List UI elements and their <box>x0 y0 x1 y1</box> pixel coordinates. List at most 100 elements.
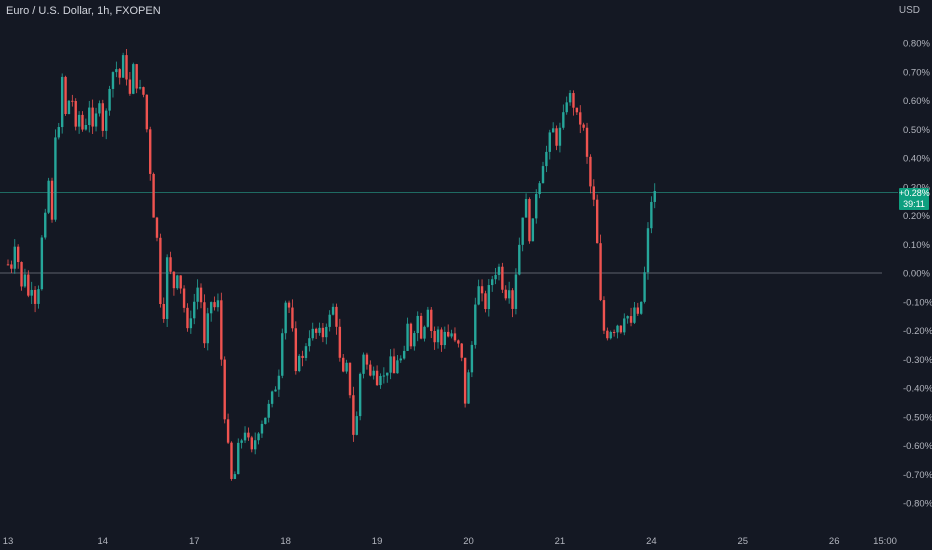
y-tick-label: 0.60% <box>903 96 930 107</box>
candle-body <box>460 343 463 358</box>
candle-body <box>541 166 545 184</box>
candle-body <box>467 372 470 404</box>
candle-body <box>386 372 389 376</box>
candle-body <box>250 437 253 450</box>
candle-body <box>528 199 531 242</box>
x-tick-label: 13 <box>3 536 14 547</box>
candle-body <box>209 302 213 314</box>
y-tick-label: -0.40% <box>903 384 932 395</box>
candle-body <box>579 112 582 125</box>
candle-body <box>77 114 81 127</box>
candle-body <box>592 186 595 200</box>
candle-body <box>568 93 572 103</box>
candle-body <box>494 274 497 280</box>
candle-body <box>308 338 311 347</box>
candle-body <box>640 301 643 314</box>
candle-body <box>47 180 50 213</box>
candle-body <box>115 69 118 73</box>
last-price-badge: +0.28% 39:11 <box>899 188 930 210</box>
candle-body <box>203 302 206 344</box>
candle-body <box>524 199 528 218</box>
candle-body <box>243 432 247 441</box>
candle-body <box>71 100 74 102</box>
candle-body <box>172 271 176 289</box>
candle-body <box>507 290 511 299</box>
y-tick-label: 0.00% <box>903 269 930 280</box>
candle-body <box>189 318 193 329</box>
candle-body <box>206 313 209 344</box>
candle-body <box>196 287 199 302</box>
candle-body <box>165 257 169 319</box>
candle-body <box>301 355 304 358</box>
candle-body <box>551 128 555 133</box>
candle-body <box>169 257 172 272</box>
candle-body <box>16 246 20 263</box>
x-tick-label: 24 <box>646 536 657 547</box>
candle-body <box>98 103 101 114</box>
candle-body <box>253 440 257 450</box>
candle-body <box>220 300 223 360</box>
candle-body <box>491 279 494 286</box>
candle-body <box>84 125 88 130</box>
candle-body <box>565 102 568 113</box>
candle-body <box>138 87 142 89</box>
x-tick-label: 18 <box>280 536 291 547</box>
candle-body <box>135 64 138 89</box>
candle-body <box>30 289 33 296</box>
candle-body <box>575 107 579 113</box>
candle-body <box>274 389 277 392</box>
y-tick-label: 0.80% <box>903 39 930 50</box>
candle-body <box>450 333 453 337</box>
candle-body <box>193 301 196 319</box>
candle-body <box>260 423 264 434</box>
candle-body <box>606 330 609 339</box>
candle-body <box>291 307 294 329</box>
candle-body <box>67 100 71 114</box>
candle-body <box>81 114 84 130</box>
candle-body <box>521 217 524 245</box>
candle-body <box>474 304 477 345</box>
candle-body <box>379 375 382 386</box>
candle-body <box>233 474 237 479</box>
candle-body <box>392 356 396 374</box>
candle-body <box>646 228 650 273</box>
candle-body <box>558 127 562 146</box>
candle-body <box>149 129 152 174</box>
candle-body <box>545 151 548 167</box>
candle-body <box>653 191 656 202</box>
x-tick-label: 15:00 <box>873 536 897 547</box>
candle-body <box>430 309 433 332</box>
candle-body <box>416 315 419 334</box>
candle-body <box>284 302 287 334</box>
candle-body <box>423 326 426 339</box>
candle-body <box>382 375 386 377</box>
candle-body <box>470 344 474 373</box>
candle-body <box>402 350 406 359</box>
candle-body <box>572 93 575 108</box>
candle-body <box>443 331 447 346</box>
candle-body <box>436 329 440 343</box>
candle-body <box>159 237 162 304</box>
candle-body <box>74 101 77 127</box>
candle-body <box>582 124 585 128</box>
x-tick-label: 26 <box>829 536 840 547</box>
candle-body <box>101 103 105 131</box>
candle-body <box>40 237 44 290</box>
candle-body <box>237 442 240 475</box>
candle-body <box>142 87 145 95</box>
y-tick-label: -0.30% <box>903 355 932 366</box>
candle-body <box>287 302 291 308</box>
candle-body <box>626 316 629 319</box>
candle-body <box>372 370 375 376</box>
candle-body <box>121 55 125 78</box>
candle-body <box>480 286 484 294</box>
candle-body <box>501 266 504 290</box>
candle-body <box>535 194 538 219</box>
candle-body <box>487 285 491 310</box>
x-tick-label: 20 <box>463 536 474 547</box>
candle-body <box>23 274 27 287</box>
candle-body <box>369 364 372 376</box>
y-tick-label: 0.40% <box>903 154 930 165</box>
candle-body <box>13 246 16 269</box>
